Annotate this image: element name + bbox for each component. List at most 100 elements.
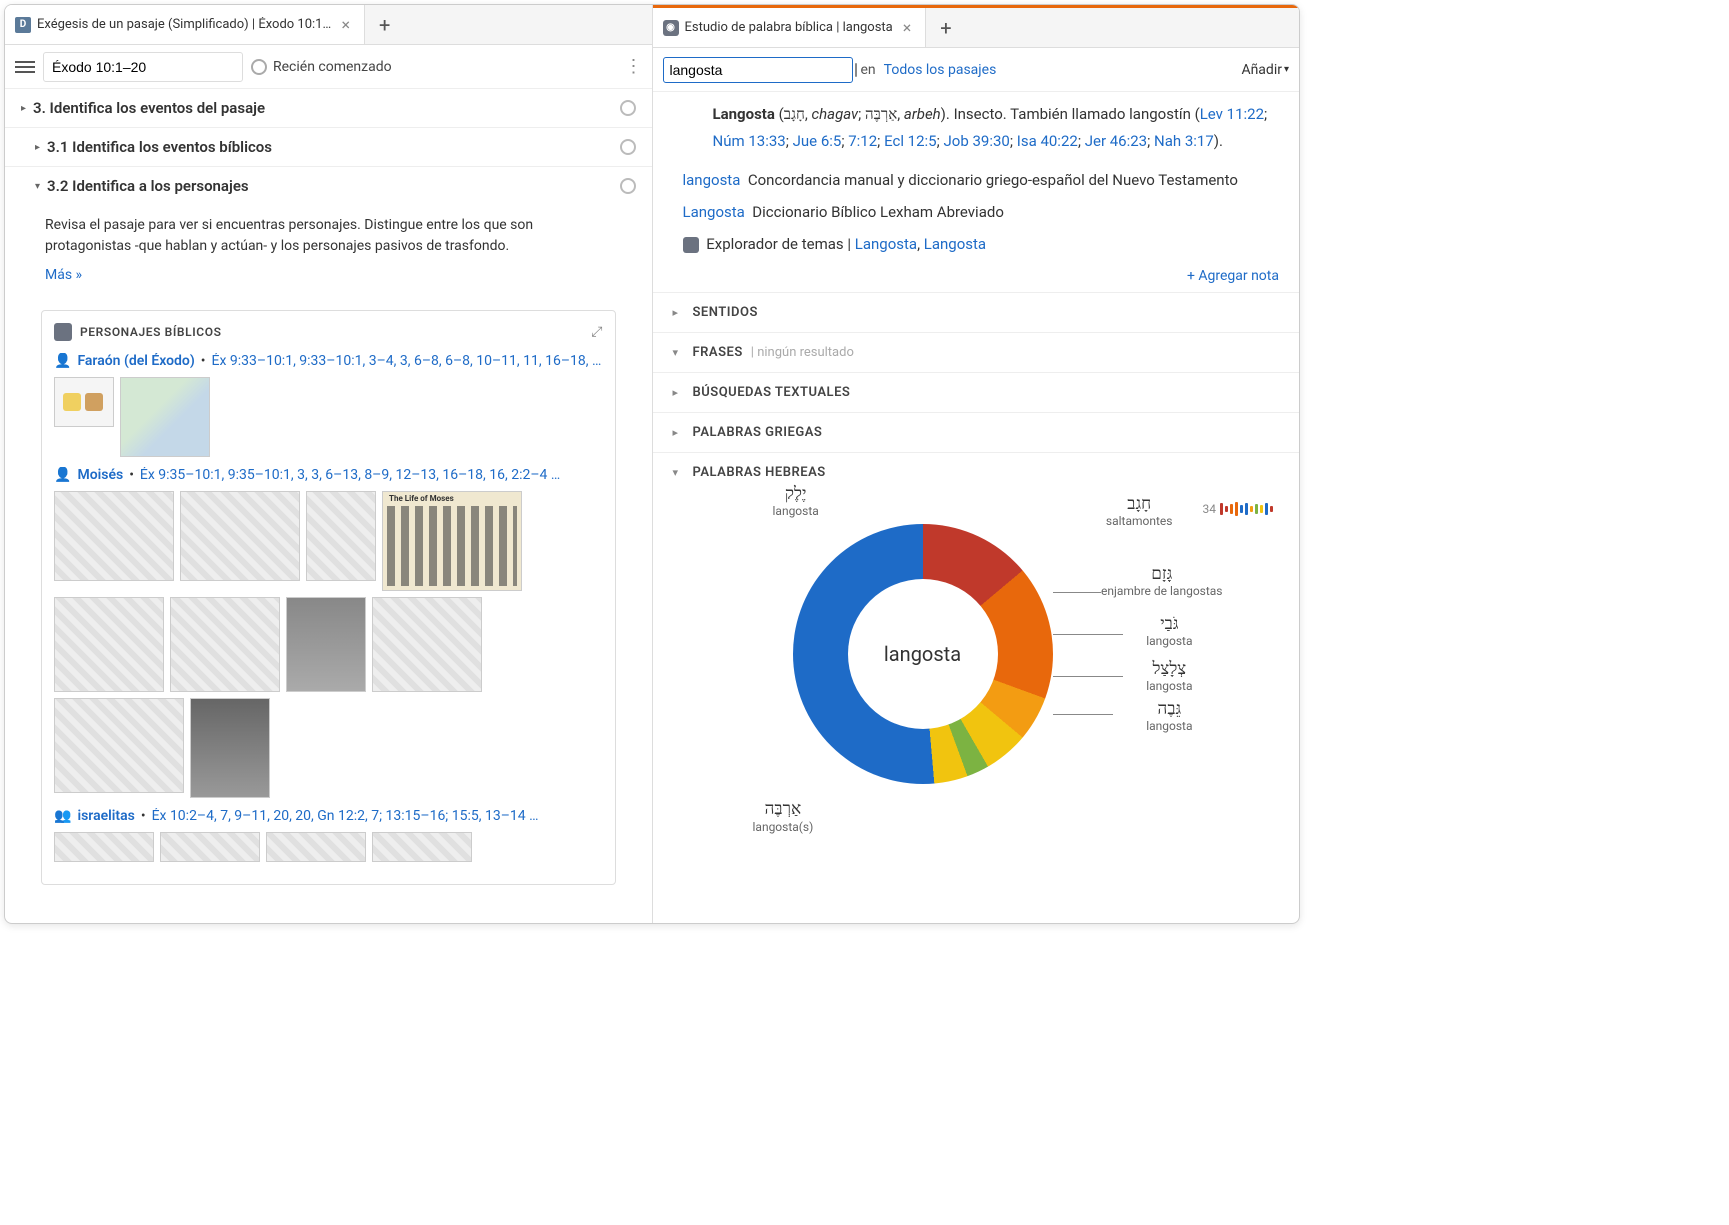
person-name-link[interactable]: israelitas [77, 808, 134, 824]
label-gobay[interactable]: גֹּבַי langosta [1146, 614, 1192, 649]
ref-link[interactable]: Nah 3:17 [1154, 132, 1214, 150]
en-label: en [861, 62, 876, 78]
card-title: PERSONAJES BÍBLICOS [80, 325, 583, 339]
add-label: Añadir [1241, 62, 1282, 78]
person-name-link[interactable]: Moisés [77, 467, 123, 483]
person-refs[interactable]: Éx 10:2–4, 7, 9–11, 20, 20, Gn 12:2, 7; … [152, 808, 539, 824]
accordion-griegas[interactable]: ▸ PALABRAS GRIEGAS [653, 412, 1300, 452]
caret-right-icon: ▸ [35, 142, 47, 153]
topic-link[interactable]: Langosta [924, 235, 986, 253]
accordion-title: PALABRAS GRIEGAS [693, 425, 823, 440]
expand-icon[interactable]: ⤢ [591, 324, 602, 340]
add-tab-button[interactable]: + [926, 16, 965, 40]
ref-link[interactable]: Job 39:30 [944, 132, 1010, 150]
hebrew-words-section: 34 [653, 492, 1300, 804]
status-indicator[interactable]: Recién comenzado [251, 59, 392, 75]
keyboard-icon[interactable] [855, 63, 857, 77]
ref-link[interactable]: Lev 11:22 [1200, 105, 1264, 123]
label-tselatsal[interactable]: צְלָצַל langosta [1146, 659, 1192, 694]
thumb-family-tree[interactable] [306, 491, 376, 581]
section-3-2[interactable]: ▾ 3.2 Identifica a los personajes [5, 167, 652, 205]
dict-close: ). [1214, 132, 1223, 150]
donut-chart[interactable]: langosta יֶלֶק langosta חָגָב saltamonte… [693, 524, 1280, 784]
section-description: Revisa el pasaje para ver si encuentras … [45, 217, 533, 254]
donut-center-label: langosta [793, 524, 1053, 784]
thumb-family-tree[interactable] [180, 491, 300, 581]
person-icon: 👤 [54, 467, 71, 483]
all-passages-link[interactable]: Todos los pasajes [884, 62, 997, 78]
close-icon[interactable]: × [337, 15, 354, 34]
person-refs[interactable]: Éx 9:35–10:1, 9:35–10:1, 3, 3, 6–13, 8–9… [140, 467, 560, 483]
kebab-menu-icon[interactable]: ⋮ [625, 56, 642, 77]
accordion-frases[interactable]: ▾ FRASES | ningún resultado [653, 332, 1300, 372]
ref-link[interactable]: Jer 46:23 [1085, 132, 1147, 150]
entry-word-link[interactable]: Langosta [683, 203, 745, 221]
search-input[interactable] [670, 62, 851, 78]
ref-link[interactable]: 7:12 [848, 132, 877, 150]
add-note-link[interactable]: + Agregar nota [653, 260, 1300, 292]
section-body: Revisa el pasaje para ver si encuentras … [5, 205, 652, 302]
left-tab[interactable]: D Exégesis de un pasaje (Simplificado) |… [5, 5, 365, 44]
label-gebeh[interactable]: גֵּבֶה langosta [1146, 699, 1192, 734]
label-arbeh[interactable]: אַרְבֶּה langosta(s) [753, 799, 814, 834]
right-tabbar: ◉ Estudio de palabra bíblica | langosta … [653, 8, 1300, 48]
more-link[interactable]: Más » [45, 265, 82, 286]
entry-word-link[interactable]: langosta [683, 171, 741, 189]
label-yeleq[interactable]: יֶלֶק langosta [773, 484, 819, 519]
person-moises: 👤 Moisés • Éx 9:35–10:1, 9:35–10:1, 3, 3… [54, 467, 603, 798]
transliteration: chagav [812, 105, 859, 123]
thumb-image[interactable] [266, 832, 366, 862]
thumb-family-tree[interactable] [54, 491, 174, 581]
thumb-life-of-moses[interactable]: The Life of Moses [382, 491, 522, 591]
add-tab-button[interactable]: + [365, 13, 404, 37]
accordion-sentidos[interactable]: ▸ SENTIDOS [653, 292, 1300, 332]
thumb-chart[interactable] [54, 698, 184, 793]
ref-link[interactable]: Isa 40:22 [1017, 132, 1078, 150]
person-israelitas: 👥 israelitas • Éx 10:2–4, 7, 9–11, 20, 2… [54, 808, 603, 862]
spark-bars [1220, 502, 1273, 516]
caret-down-icon: ▾ [673, 466, 685, 479]
left-toolbar: Recién comenzado ⋮ [5, 45, 652, 89]
accordion-busquedas[interactable]: ▸ BÚSQUEDAS TEXTUALES [653, 372, 1300, 412]
thumb-chart[interactable] [170, 597, 280, 692]
ref-link[interactable]: Núm 13:33 [713, 132, 786, 150]
card-book-icon [54, 323, 72, 341]
person-faraon: 👤 Faraón (del Éxodo) • Éx 9:33–10:1, 9:3… [54, 353, 603, 457]
person-name-link[interactable]: Faraón (del Éxodo) [77, 353, 194, 369]
add-dropdown[interactable]: Añadir ▾ [1241, 62, 1289, 78]
section-3[interactable]: ▸ 3. Identifica los eventos del pasaje [5, 89, 652, 128]
caret-right-icon: ▸ [673, 386, 685, 399]
thumb-chart[interactable] [372, 597, 482, 692]
label-gazam[interactable]: גָּזָם enjambre de langostas [1101, 564, 1223, 599]
right-tab[interactable]: ◉ Estudio de palabra bíblica | langosta … [653, 8, 927, 47]
right-toolbar: en Todos los pasajes Añadir ▾ [653, 48, 1300, 92]
topic-link[interactable]: Langosta [855, 235, 917, 253]
entry-desc: Diccionario Bíblico Lexham Abreviado [752, 203, 1004, 221]
reference-input[interactable] [43, 52, 243, 82]
caret-right-icon: ▸ [21, 103, 33, 114]
thumb-chart[interactable] [54, 597, 164, 692]
section-title: 3. Identifica los eventos del pasaje [33, 99, 620, 117]
thumb-image[interactable] [160, 832, 260, 862]
thumb-map[interactable] [120, 377, 210, 457]
label-chagav[interactable]: חָגָב saltamontes [1106, 494, 1173, 529]
thumb-engraving[interactable] [286, 597, 366, 692]
accordion-title: BÚSQUEDAS TEXTUALES [693, 385, 851, 400]
close-icon[interactable]: × [899, 18, 916, 37]
thumb-image[interactable] [54, 377, 114, 427]
thumb-image[interactable] [372, 832, 472, 862]
caret-down-icon: ▾ [35, 181, 47, 192]
thumb-image[interactable] [54, 832, 154, 862]
progress-circle-icon [620, 100, 636, 116]
no-result-text: | ningún resultado [751, 345, 854, 360]
ref-link[interactable]: Jue 6:5 [793, 132, 842, 150]
thumb-engraving[interactable] [190, 698, 270, 798]
book-icon [683, 237, 699, 253]
section-3-1[interactable]: ▸ 3.1 Identifica los eventos bíblicos [5, 128, 652, 167]
left-tabbar: D Exégesis de un pasaje (Simplificado) |… [5, 5, 652, 45]
person-icon: 👤 [54, 353, 71, 369]
person-refs[interactable]: Éx 9:33–10:1, 9:33–10:1, 3–4, 3, 6–8, 6–… [212, 353, 603, 369]
menu-icon[interactable] [15, 61, 35, 73]
ref-link[interactable]: Ecl 12:5 [884, 132, 937, 150]
search-box[interactable] [663, 57, 853, 83]
